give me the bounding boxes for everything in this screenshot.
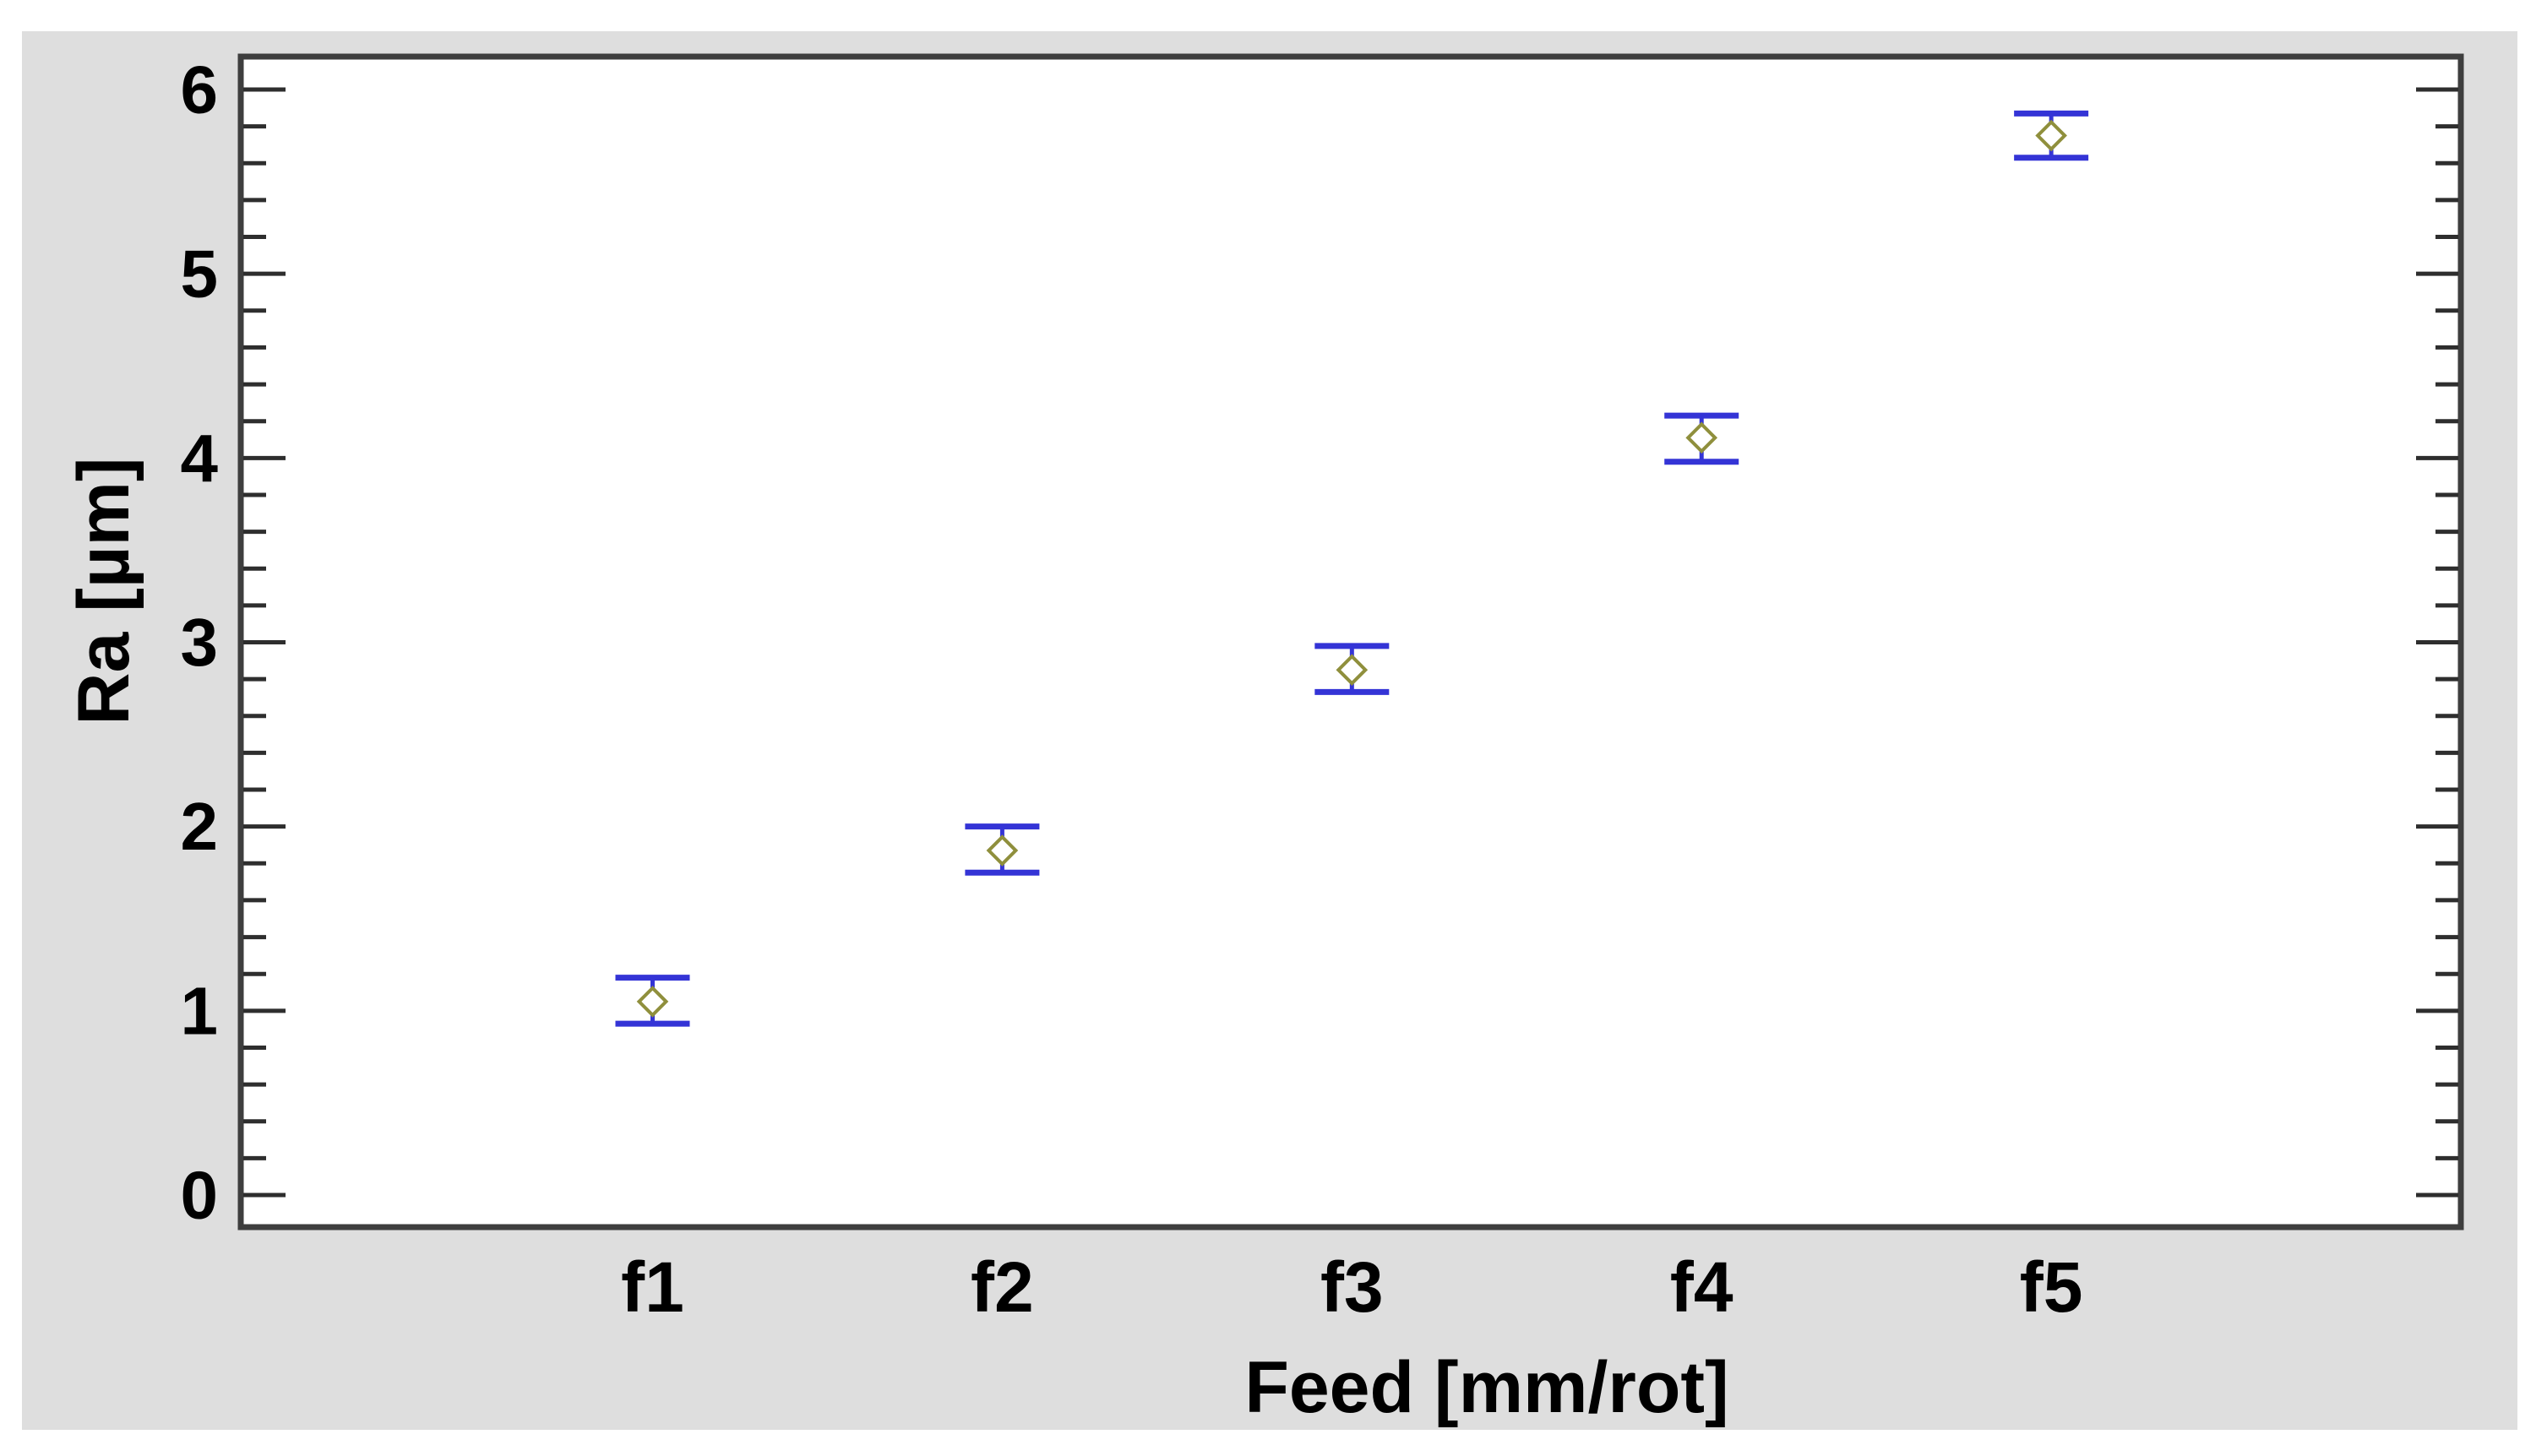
mean-marker-f4 xyxy=(1685,421,1718,454)
x-category-label-f2: f2 xyxy=(971,1247,1034,1327)
y-tick-label-6: 6 xyxy=(181,52,219,128)
y-axis-title: Ra [µm] xyxy=(63,457,144,725)
mean-marker-f3 xyxy=(1336,654,1369,687)
x-axis-title: Feed [mm/rot] xyxy=(1244,1347,1728,1428)
y-tick-label-0: 0 xyxy=(181,1158,219,1233)
x-category-label-f4: f4 xyxy=(1670,1247,1733,1327)
x-category-label-f3: f3 xyxy=(1320,1247,1384,1327)
y-tick-label-1: 1 xyxy=(181,973,219,1048)
plot-layer: 0 1 2 3 4 5 6 f1 f2 f3 f4 f5 xyxy=(181,52,2464,1327)
y-tick-label-3: 3 xyxy=(181,605,219,680)
mean-marker-f5 xyxy=(2035,119,2067,152)
y-tick-label-5: 5 xyxy=(181,236,219,312)
x-category-label-f1: f1 xyxy=(621,1247,684,1327)
x-category-label-f5: f5 xyxy=(2020,1247,2083,1327)
plot-frame xyxy=(237,53,2464,1231)
mean-marker-f1 xyxy=(636,986,669,1018)
mean-marker-f2 xyxy=(986,834,1019,867)
y-tick-label-2: 2 xyxy=(181,789,219,864)
y-tick-label-4: 4 xyxy=(181,421,219,496)
